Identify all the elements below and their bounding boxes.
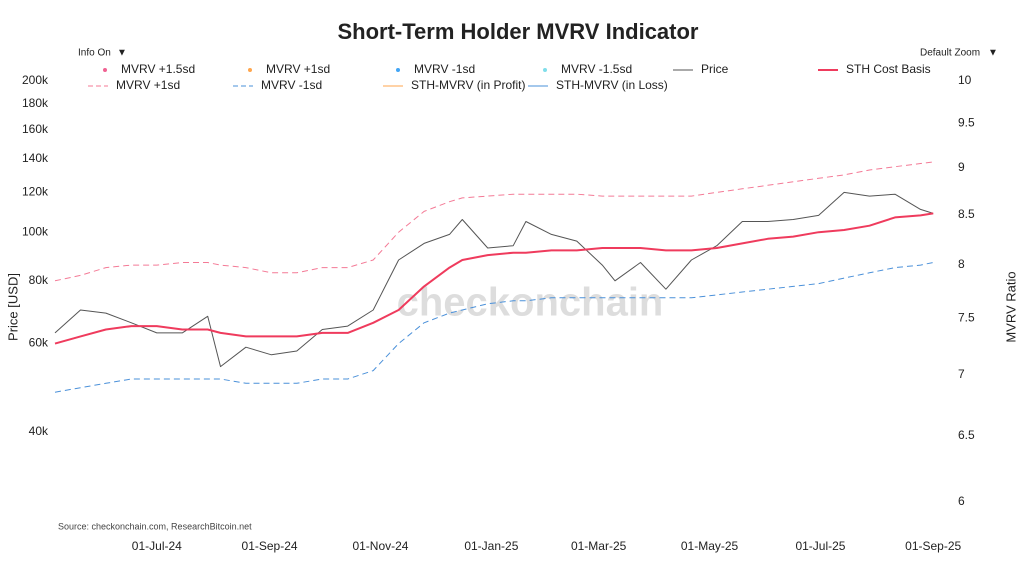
y2-tick-label: 6.5 bbox=[958, 428, 975, 442]
series-line bbox=[54, 161, 934, 282]
y2-tick-label: 9 bbox=[958, 160, 965, 174]
source-note: Source: checkonchain.com, ResearchBitcoi… bbox=[58, 521, 252, 531]
legend-marker bbox=[248, 68, 252, 72]
y-tick-label: 100k bbox=[22, 224, 49, 238]
legend-marker bbox=[103, 68, 107, 72]
y2-tick-label: 7 bbox=[958, 367, 965, 381]
x-tick-label: 01-May-25 bbox=[681, 539, 739, 553]
info-toggle[interactable]: Info On bbox=[78, 48, 111, 59]
x-tick-label: 01-Jul-25 bbox=[795, 539, 845, 553]
x-tick-label: 01-Jul-24 bbox=[132, 539, 182, 553]
info-arrow[interactable]: ▼ bbox=[117, 48, 127, 59]
watermark: checkonchain bbox=[397, 281, 664, 325]
y2-tick-label: 10 bbox=[958, 73, 972, 87]
y2-tick-label: 7.5 bbox=[958, 310, 975, 324]
legend-label: MVRV +1sd bbox=[266, 62, 330, 76]
series-line bbox=[54, 262, 934, 393]
x-tick-label: 01-Nov-24 bbox=[352, 539, 408, 553]
y-tick-label: 120k bbox=[22, 185, 49, 199]
x-tick-label: 01-Sep-25 bbox=[905, 539, 961, 553]
x-tick-label: 01-Jan-25 bbox=[464, 539, 518, 553]
legend-marker bbox=[543, 68, 547, 72]
y2-tick-label: 8.5 bbox=[958, 207, 975, 221]
series-line bbox=[54, 191, 934, 368]
y-tick-label: 160k bbox=[22, 122, 49, 136]
y-tick-label: 80k bbox=[29, 273, 49, 287]
legend-marker bbox=[396, 68, 400, 72]
y-axis-title: Price [USD] bbox=[5, 273, 20, 341]
legend-label: Price bbox=[701, 62, 729, 76]
legend-label: MVRV -1sd bbox=[261, 78, 322, 92]
legend-label: MVRV -1.5sd bbox=[561, 62, 632, 76]
y-tick-label: 200k bbox=[22, 73, 49, 87]
y2-tick-label: 9.5 bbox=[958, 115, 975, 129]
legend-label: MVRV -1sd bbox=[414, 62, 475, 76]
series-line bbox=[54, 212, 934, 345]
zoom-arrow[interactable]: ▼ bbox=[988, 48, 998, 59]
legend-label: STH-MVRV (in Loss) bbox=[556, 78, 668, 92]
legend-label: MVRV +1sd bbox=[116, 78, 180, 92]
y-tick-label: 40k bbox=[29, 424, 49, 438]
x-tick-label: 01-Sep-24 bbox=[242, 539, 298, 553]
x-tick-label: 01-Mar-25 bbox=[571, 539, 627, 553]
legend-label: STH Cost Basis bbox=[846, 62, 931, 76]
legend-label: STH-MVRV (in Profit) bbox=[411, 78, 525, 92]
chart-title: Short-Term Holder MVRV Indicator bbox=[337, 19, 698, 44]
y2-tick-label: 6 bbox=[958, 494, 965, 508]
zoom-toggle[interactable]: Default Zoom bbox=[920, 48, 980, 59]
legend-label: MVRV +1.5sd bbox=[121, 62, 195, 76]
y-tick-label: 180k bbox=[22, 96, 49, 110]
y-tick-label: 140k bbox=[22, 151, 49, 165]
y2-axis-title: MVRV Ratio bbox=[1003, 271, 1018, 342]
y-tick-label: 60k bbox=[29, 336, 49, 350]
y2-tick-label: 8 bbox=[958, 257, 965, 271]
